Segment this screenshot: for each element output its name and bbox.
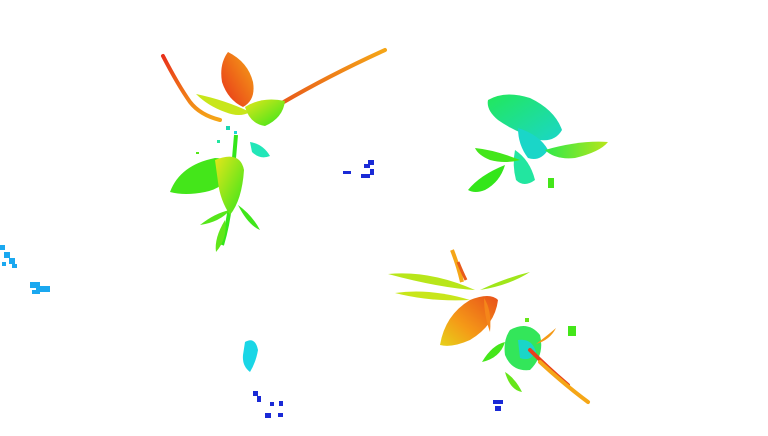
leaf-orange-large <box>440 296 498 346</box>
leaf-down-left <box>200 210 230 225</box>
noise-specks-sky-left <box>0 245 17 268</box>
blade-left-lower <box>395 291 470 301</box>
green-speck <box>525 318 529 322</box>
leaf-down-right <box>238 205 260 230</box>
stem-left <box>161 54 222 122</box>
plant-cluster-bottom-right <box>388 249 590 404</box>
leaf-orange-tip <box>484 298 491 332</box>
noise-specks-blue-bottom <box>253 391 283 418</box>
leaf-main-upright <box>487 94 562 141</box>
noise-specks-cyan-bottom <box>242 340 258 372</box>
leaf-long-left <box>475 148 520 162</box>
noise-specks-blue-center <box>343 160 374 178</box>
leaf-green-down <box>482 342 505 362</box>
leaf-lower-left <box>468 165 505 192</box>
leaf-lime-large <box>170 158 231 194</box>
cyan-speck <box>234 131 237 134</box>
leaf-yellow-arm <box>196 94 250 115</box>
green-speck <box>196 152 199 154</box>
leaf-cyan-fold <box>518 128 548 159</box>
stalk-orange <box>450 249 464 283</box>
plant-cluster-top-left <box>161 48 387 252</box>
leaf-long-right <box>545 141 608 159</box>
green-speck <box>548 178 554 188</box>
noise-specks-sky-left-2 <box>30 282 50 294</box>
leaf-green-mid <box>245 99 285 126</box>
stalk-red-small <box>456 261 468 281</box>
stem-orange-lower <box>538 360 590 404</box>
leaf-cyan-lower <box>513 150 535 184</box>
stem-right <box>280 48 387 105</box>
green-speck <box>217 140 220 143</box>
noise-specks-blue-bottom-right <box>493 400 503 411</box>
cyan-speck <box>226 126 230 130</box>
leaf-green-inner <box>215 156 244 215</box>
leaf-green-bottom <box>505 372 522 392</box>
leaf-down-bottom <box>215 220 226 252</box>
blade-left-upper <box>388 273 475 290</box>
blade-right-top <box>480 272 530 290</box>
plant-cluster-top-right <box>468 94 608 192</box>
leaf-red-top <box>221 52 254 107</box>
green-speck <box>568 326 576 336</box>
leaf-cyan-tip <box>250 142 270 158</box>
